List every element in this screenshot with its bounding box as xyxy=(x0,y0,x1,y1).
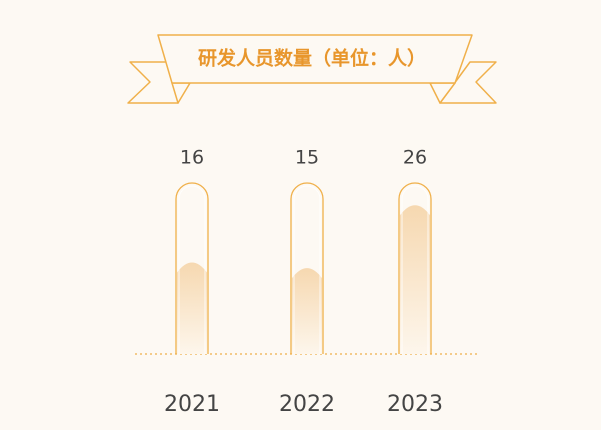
tube xyxy=(290,182,324,354)
x-tick-label: 2021 xyxy=(164,392,220,417)
value-label: 16 xyxy=(180,147,204,169)
tube-inner xyxy=(401,185,429,354)
tube-fill xyxy=(292,268,322,354)
ribbon xyxy=(127,34,497,104)
x-tick-label: 2022 xyxy=(279,392,335,417)
chart-title: 研发人员数量（单位：人） xyxy=(198,47,426,70)
value-label: 15 xyxy=(295,147,319,169)
tube xyxy=(175,182,209,354)
tube-inner xyxy=(178,185,206,354)
tube-fill xyxy=(400,205,430,354)
x-tick-label: 2023 xyxy=(387,392,443,417)
tube-fill xyxy=(177,262,207,354)
tube xyxy=(398,182,432,354)
value-label: 26 xyxy=(403,147,427,169)
tube-inner xyxy=(293,185,321,354)
